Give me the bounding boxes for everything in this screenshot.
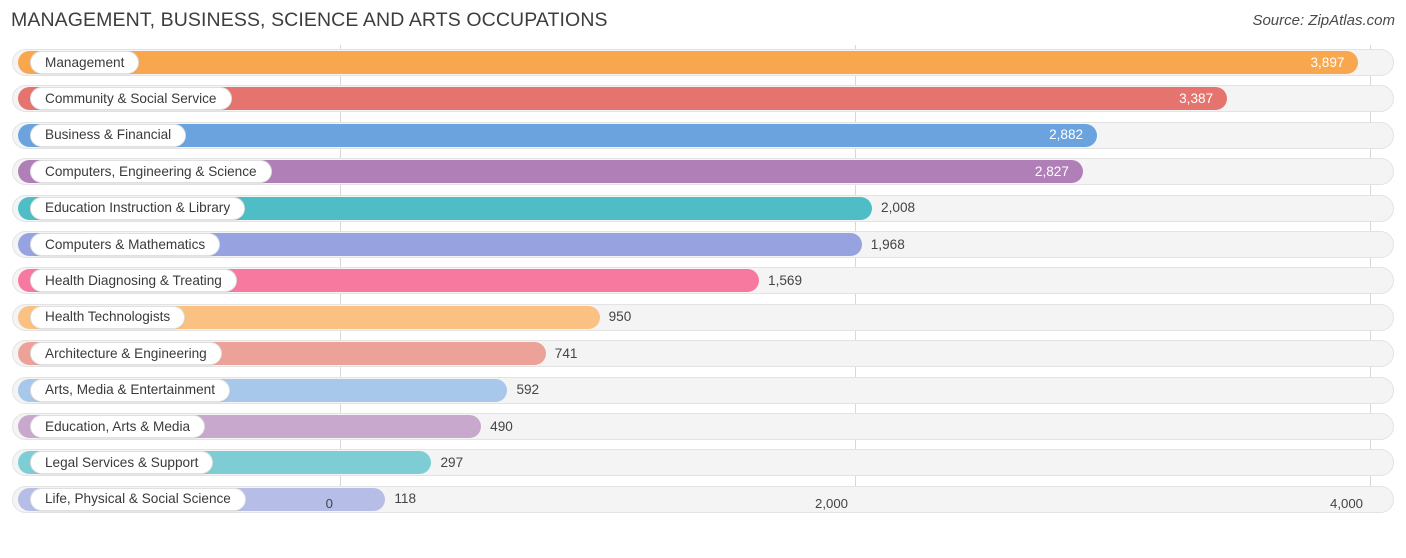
plot-area: Management 3,897 Community & Social Servic… [0,45,1406,518]
bar-label-pill[interactable]: Education, Arts & Media [30,414,206,438]
bar-row[interactable]: Management 3,897 [0,45,1406,81]
bar-category-label: Arts, Media & Entertainment [45,382,215,398]
bar-category-label: Business & Financial [45,127,172,143]
bar-value-label: 118 [394,491,417,507]
bar-value-label: 2,827 [1034,163,1069,179]
x-axis: 0 2,000 4,000 [0,490,1406,518]
bar-label-pill[interactable]: Life, Physical & Social Science [30,487,246,511]
bar-label-pill[interactable]: Health Diagnosing & Treating [30,269,237,293]
bar-label-pill[interactable]: Arts, Media & Entertainment [30,378,230,402]
bar-label-pill[interactable]: Community & Social Service [30,87,232,111]
bar-row[interactable]: Legal Services & Support 297 [0,445,1406,481]
bar-row[interactable]: Computers & Mathematics 1,968 [0,227,1406,263]
bar-category-label: Health Diagnosing & Treating [45,273,222,289]
bar[interactable] [18,87,1228,111]
bar-category-label: Education, Arts & Media [45,418,191,434]
bar-category-label: Architecture & Engineering [45,345,207,361]
bar-value-label: 1,968 [870,236,905,252]
bar-category-label: Management [45,54,125,70]
bar-row[interactable]: Education Instruction & Library 2,008 [0,191,1406,227]
bar-value-label: 490 [490,418,513,434]
bar-value-label: 592 [516,382,540,398]
bar-row[interactable]: Health Technologists 950 [0,300,1406,336]
bar-row[interactable]: Life, Physical & Social Science 118 [0,482,1406,518]
bar-category-label: Health Technologists [45,309,171,325]
bar-row[interactable]: Computers, Engineering & Science 2,827 [0,154,1406,190]
bar-category-label: Education Instruction & Library [45,200,231,216]
bar-label-pill[interactable]: Computers, Engineering & Science [30,160,272,184]
bar-label-pill[interactable]: Health Technologists [30,305,186,329]
bar-row[interactable]: Education, Arts & Media 490 [0,409,1406,445]
bar-value-label: 1,569 [768,273,803,289]
bar-label-pill[interactable]: Management [30,51,140,74]
bar-row[interactable]: Community & Social Service 3,387 [0,81,1406,117]
bar-value-label: 297 [440,455,464,470]
bar-rows: Management 3,897 Community & Social Servic… [0,45,1406,518]
bar-label-pill[interactable]: Legal Services & Support [30,451,214,475]
bar-value-label: 950 [608,309,632,325]
bar-category-label: Life, Physical & Social Science [45,491,231,507]
bar-row[interactable]: Health Diagnosing & Treating 1,569 [0,263,1406,299]
bar-category-label: Community & Social Service [45,91,217,107]
bar[interactable] [18,51,1359,74]
x-axis-tick-label: 2,000 [814,496,848,511]
bar-value-label: 3,897 [1310,54,1345,70]
bar-row[interactable]: Architecture & Engineering 741 [0,336,1406,372]
bar-category-label: Computers, Engineering & Science [45,163,257,179]
bar[interactable] [18,232,862,256]
bar-value-label: 2,008 [881,200,916,216]
bar-row[interactable]: Business & Financial 2,882 [0,118,1406,154]
bar-row[interactable]: Arts, Media & Entertainment 592 [0,373,1406,409]
bar-value-label: 2,882 [1049,127,1084,143]
bar[interactable] [18,160,1083,184]
bar-value-label: 3,387 [1179,91,1214,107]
bar[interactable] [18,123,1098,147]
x-axis-tick-label: 0 [325,496,333,511]
bar-label-pill[interactable]: Computers & Mathematics [30,232,221,256]
bar-value-label: 741 [554,345,578,361]
bar-label-pill[interactable]: Business & Financial [30,123,187,147]
bar-category-label: Computers & Mathematics [45,236,206,252]
x-axis-tick-label: 4,000 [1329,496,1363,511]
bar-category-label: Legal Services & Support [45,455,199,470]
source-attribution: Source: ZipAtlas.com [1252,12,1395,29]
page-title: MANAGEMENT, BUSINESS, SCIENCE AND ARTS O… [11,9,608,31]
bar-label-pill[interactable]: Education Instruction & Library [30,196,246,220]
bar-label-pill[interactable]: Architecture & Engineering [30,342,222,366]
